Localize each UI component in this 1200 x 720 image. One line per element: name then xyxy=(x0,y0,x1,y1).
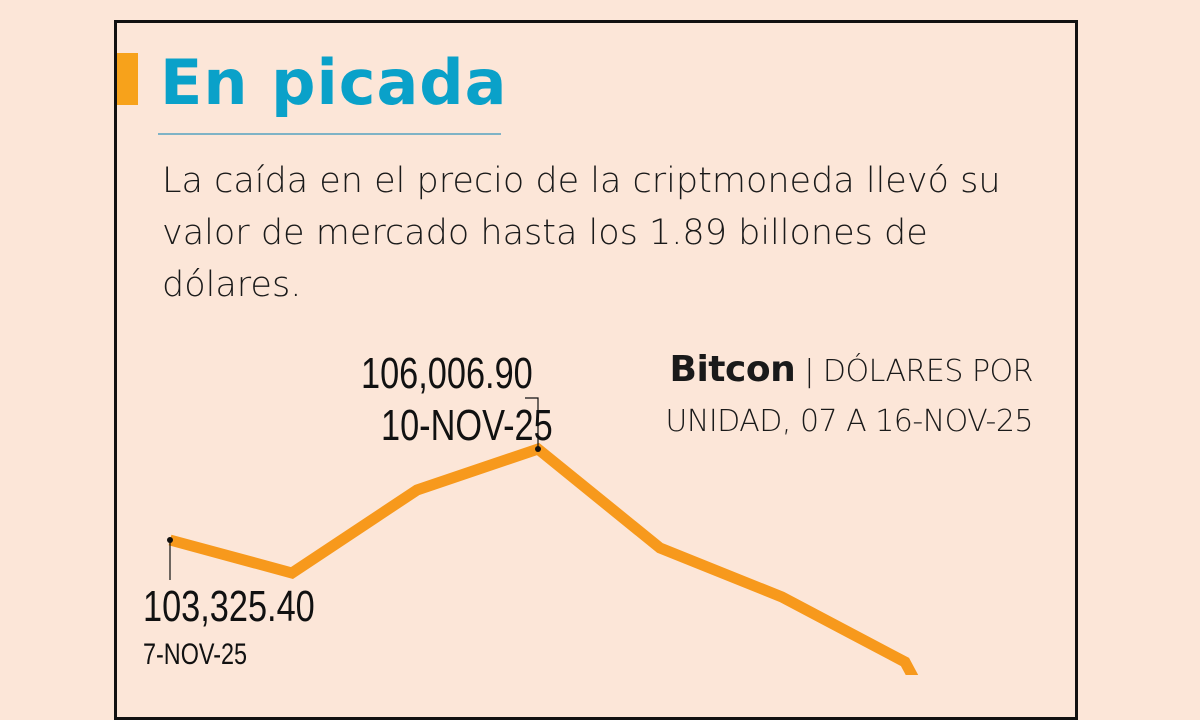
chart-subtitle: La caída en el precio de la criptmoneda … xyxy=(162,161,1001,305)
start-value-label: 103,325.40 xyxy=(143,582,315,631)
legend-line-1: Bitcon | DÓLARES POR xyxy=(665,345,1034,397)
chart-title: En picada xyxy=(160,46,508,119)
series-legend: Bitcon | DÓLARES POR UNIDAD, 07 A 16-NOV… xyxy=(665,345,1033,447)
line-chart xyxy=(167,397,919,675)
peak-leader-line xyxy=(525,397,539,449)
peak-value-label: 106,006.90 xyxy=(361,349,533,398)
start-marker xyxy=(167,537,173,543)
legend-units-2: UNIDAD, 07 A 16-NOV-25 xyxy=(665,404,1033,439)
title-underline xyxy=(158,133,501,135)
series-name: Bitcon xyxy=(669,349,796,390)
title-accent-bar xyxy=(117,53,138,105)
start-date-label: 7-NOV-25 xyxy=(143,638,248,671)
legend-units-1: DÓLARES POR xyxy=(822,354,1034,389)
price-line xyxy=(168,442,919,675)
legend-separator: | xyxy=(804,354,814,389)
peak-marker xyxy=(535,446,541,452)
peak-date-label: 10-NOV-25 xyxy=(381,401,553,450)
